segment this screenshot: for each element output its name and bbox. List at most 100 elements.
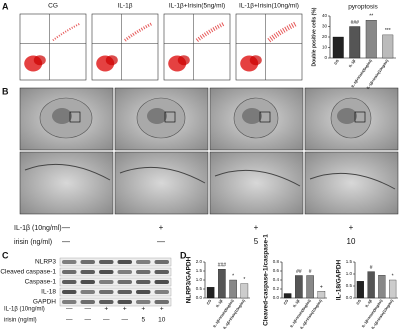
blot-band — [62, 290, 77, 294]
blot-band — [80, 260, 95, 264]
blot-band — [99, 280, 114, 284]
chart-title: pyroptosis — [348, 4, 378, 11]
blot-strip — [59, 287, 172, 297]
blot-band — [80, 280, 95, 284]
condition-label: IL-1β — [118, 3, 133, 10]
bar — [382, 34, 394, 59]
em-images — [19, 87, 399, 215]
x-tick-label: IL-1β+Irisin(10ng/ml) — [299, 298, 323, 329]
y-tick-label: 0.6 — [273, 268, 280, 273]
bar — [240, 283, 249, 299]
zoom-box — [354, 111, 366, 123]
cell-cloud — [33, 55, 46, 66]
em-image — [19, 151, 114, 215]
bar — [367, 271, 375, 299]
treatment-value: — — [85, 306, 92, 313]
bar — [229, 279, 237, 299]
x-tick-label: IL-1β — [215, 298, 224, 308]
nucleus — [242, 108, 262, 124]
x-tick-label: IL-1β — [292, 298, 301, 308]
y-axis-label: Double positive cells (%) — [311, 7, 317, 66]
condition-label: IL-1β+Irisin(10ng/ml) — [239, 3, 299, 10]
y-axis-label: Cleaved-caspase-1/caspase-1 — [263, 234, 270, 326]
treatment-label: irisin (ng/ml) — [14, 239, 52, 246]
condition-label: CG — [48, 3, 58, 10]
treatment-value: 10 — [158, 317, 166, 324]
blot-band — [99, 290, 114, 294]
panel-letter: D — [180, 250, 187, 260]
y-tick-label: 0.5 — [346, 283, 353, 288]
panel-letter: A — [2, 1, 9, 11]
cell-cloud — [267, 21, 297, 43]
bar — [317, 291, 326, 299]
blot-strip — [59, 277, 172, 287]
treatment-value: — — [66, 306, 73, 313]
significance: ## — [296, 269, 302, 275]
blot-band — [80, 270, 95, 274]
blot-band — [62, 270, 77, 274]
blot-band — [80, 290, 95, 294]
nucleus — [52, 108, 72, 124]
treatment-label: IL-1β (10ng/ml) — [4, 307, 45, 313]
bar — [356, 281, 364, 299]
treatment-value: + — [123, 306, 127, 313]
treatment-value: + — [159, 223, 164, 232]
treatment-value: — — [157, 237, 165, 246]
y-tick-label: 30 — [322, 24, 328, 29]
bar — [306, 275, 314, 299]
significance: + — [320, 285, 323, 291]
blot-band — [99, 270, 114, 274]
blot-band — [117, 260, 132, 264]
bar — [378, 275, 386, 299]
y-tick-label: 0 — [324, 55, 327, 60]
x-tick-label: CG — [206, 299, 212, 306]
blot-band — [117, 300, 132, 304]
y-tick-label: 1.0 — [346, 271, 353, 276]
cell-cloud — [177, 55, 190, 66]
significance: ** — [369, 14, 373, 20]
y-tick-label: 0.8 — [273, 259, 280, 264]
treatment-value: + — [254, 223, 259, 232]
y-axis-label: IL-18/GAPDH — [336, 259, 343, 300]
zoom-box — [164, 111, 176, 123]
blot-band — [99, 260, 114, 264]
treatment-value: 5 — [141, 317, 145, 324]
treatment-value: — — [122, 317, 129, 324]
blot-band — [154, 290, 169, 294]
blot-band — [154, 280, 169, 284]
treatment-value: + — [160, 306, 164, 313]
membrane — [24, 163, 111, 181]
treatment-value: 5 — [254, 237, 259, 246]
blot-band — [117, 290, 132, 294]
y-tick-label: 40 — [322, 13, 328, 18]
blot-band — [136, 280, 151, 284]
significance: * — [243, 277, 245, 283]
panel-letter: B — [2, 86, 9, 96]
blot-band — [154, 260, 169, 264]
treatment-value: — — [62, 223, 70, 232]
bar — [283, 293, 292, 299]
plot-frame — [91, 13, 159, 81]
significance: ### — [218, 263, 227, 269]
y-tick-label: 0.0 — [273, 295, 280, 300]
panel-letters: A B C D — [2, 1, 187, 260]
protein-label: GAPDH — [33, 299, 56, 306]
x-tick-label: IL-1β — [348, 58, 357, 68]
treatment-label: irisin (ng/ml) — [4, 318, 37, 324]
x-tick-label: CG — [333, 59, 339, 66]
y-tick-label: 0.4 — [273, 277, 280, 282]
condition-label: IL-1β+Irisin(5ng/ml) — [169, 3, 225, 10]
nucleus — [147, 108, 167, 124]
blot-band — [117, 280, 132, 284]
treatment-value: + — [349, 223, 354, 232]
membrane — [119, 166, 206, 184]
protein-label: Caspase-1 — [25, 279, 57, 286]
blot-band — [154, 270, 169, 274]
y-tick-label: 0.0 — [346, 295, 353, 300]
y-tick-label: 20 — [322, 34, 328, 39]
blot-band — [154, 300, 169, 304]
bar — [349, 26, 361, 59]
y-tick-label: 0.2 — [273, 286, 280, 291]
significance: # — [370, 265, 373, 271]
blot-band — [136, 270, 151, 274]
